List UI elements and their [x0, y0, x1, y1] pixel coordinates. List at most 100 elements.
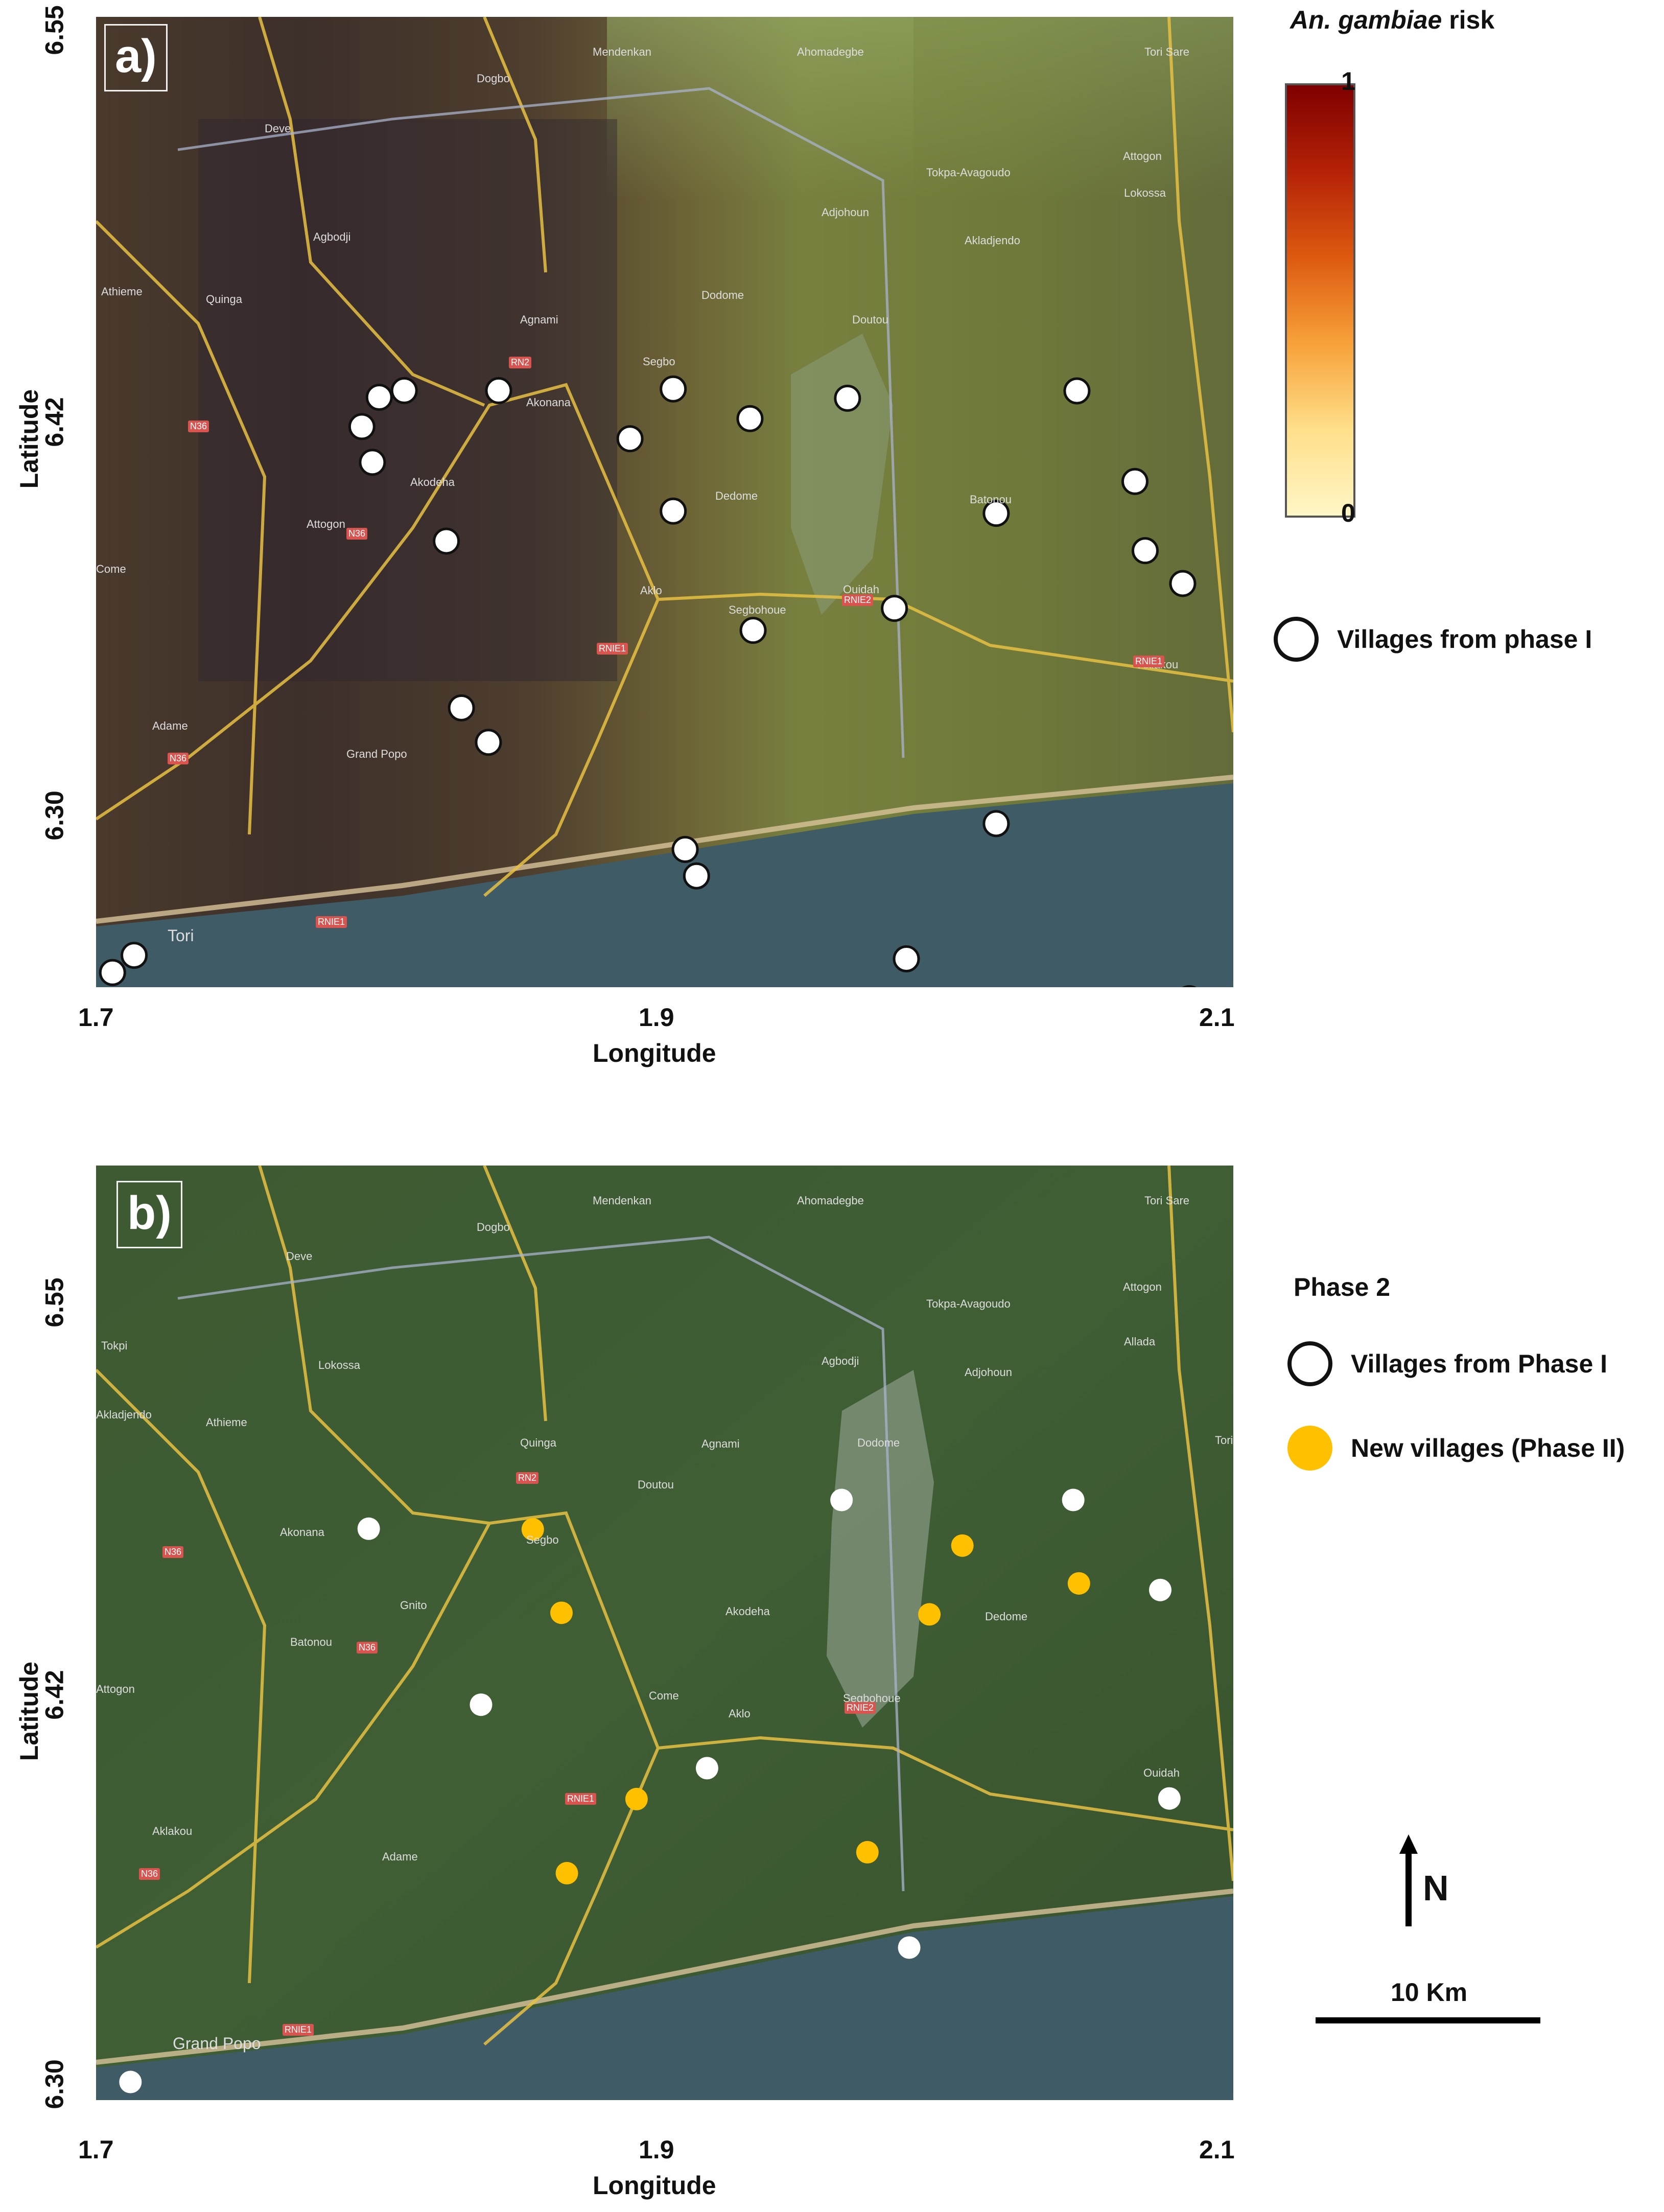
- village-marker-phase1: [433, 527, 460, 555]
- place-label: Tokpi: [101, 1339, 128, 1352]
- place-label: Akonana: [280, 1526, 324, 1539]
- village-marker-phase2: [951, 1534, 974, 1557]
- village-marker-phase1: [365, 383, 393, 411]
- place-label: Adame: [152, 719, 188, 732]
- village-marker-phase1: [1131, 537, 1159, 565]
- road-label: RN2: [516, 1472, 539, 1484]
- road-label: RNIE1: [597, 643, 628, 655]
- x-axis-title: Longitude: [593, 1039, 716, 1067]
- panel-label-b: b): [116, 1181, 182, 1248]
- x-tick: 1.7: [78, 2135, 114, 2164]
- place-label: Aklo: [640, 584, 662, 597]
- village-marker-phase1: [683, 862, 710, 890]
- village-marker-phase1: [660, 375, 687, 403]
- road-label: N36: [168, 753, 189, 764]
- place-label: Tokpa-Avagoudo: [926, 166, 1011, 179]
- village-marker-phase1: [834, 384, 861, 412]
- villages-layer-a: [99, 375, 1197, 987]
- x-tick: 2.1: [1199, 2135, 1235, 2164]
- place-label: Batonou: [290, 1636, 332, 1648]
- place-label: Aklakou: [152, 1825, 193, 1837]
- village-marker-phase1: [1169, 570, 1197, 597]
- legend-label: New villages (Phase II): [1351, 1434, 1625, 1462]
- panel-label-a: a): [104, 24, 168, 91]
- place-label: Allada: [1124, 1335, 1156, 1348]
- village-marker-phase1: [121, 942, 148, 969]
- place-label: Adjohoun: [822, 206, 869, 219]
- legend-item-phase1-b: Villages from Phase I: [1287, 1341, 1607, 1386]
- place-label: Athieme: [101, 285, 143, 298]
- village-marker-phase1: [1063, 377, 1091, 405]
- place-label: Gnito: [400, 1599, 427, 1612]
- place-label: Athieme: [206, 1416, 247, 1429]
- y-tick: 6.55: [40, 1277, 69, 1328]
- village-marker-phase2: [918, 1603, 941, 1626]
- road-label: RNIE2: [845, 1702, 876, 1714]
- road-label: N36: [139, 1868, 160, 1880]
- place-label: Agbodji: [822, 1355, 859, 1367]
- risk-map-a: [96, 17, 1233, 987]
- place-label: Tori Sare: [1144, 1194, 1190, 1207]
- place-label: Doutou: [638, 1478, 674, 1491]
- y-axis-title: Latitude: [15, 1661, 44, 1761]
- x-axis-title: Longitude: [593, 2171, 716, 2200]
- village-marker-phase1: [1149, 1578, 1171, 1601]
- place-label: Come: [649, 1689, 679, 1702]
- place-label: Grand Popo: [346, 748, 407, 760]
- colorbar-min-label: 0: [1341, 499, 1355, 527]
- y-tick: 6.30: [40, 790, 69, 841]
- village-marker-phase1: [1062, 1488, 1085, 1511]
- place-label: Attogon: [96, 1683, 135, 1695]
- place-label: Dodome: [701, 289, 744, 301]
- legend-label: Villages from Phase I: [1351, 1349, 1608, 1378]
- map-panel-a: Dogbo Mendenkan Ahomadegbe Tori Sare Dev…: [96, 17, 1233, 987]
- legend-label: Villages from phase I: [1337, 625, 1592, 654]
- place-label: Quinga: [206, 293, 242, 306]
- place-label: Akodeha: [725, 1605, 770, 1618]
- place-label: Ahomadegbe: [797, 45, 864, 58]
- village-marker-phase1: [736, 405, 764, 432]
- village-marker-phase1: [119, 2070, 142, 2093]
- village-marker-phase1: [982, 500, 1010, 527]
- road-label: RN2: [509, 357, 532, 368]
- place-label: Segbo: [643, 355, 675, 368]
- place-label: Agnami: [520, 313, 558, 326]
- scale-label: 10 Km: [1391, 1978, 1468, 2007]
- risk-legend-title: An. gambiae risk: [1290, 6, 1495, 34]
- place-label: Attogon: [1123, 1280, 1162, 1293]
- road-label: RNIE1: [1133, 656, 1165, 667]
- place-label: Akonana: [526, 396, 571, 409]
- road-label: N36: [162, 1546, 184, 1558]
- place-label: Come: [96, 563, 126, 575]
- village-marker-phase1: [485, 377, 512, 404]
- village-marker-phase1: [448, 694, 475, 721]
- village-marker-phase2: [625, 1787, 648, 1810]
- villages-layer-b: [119, 1488, 1181, 2093]
- village-marker-phase1: [359, 449, 386, 476]
- place-label: Tori Sare: [1144, 45, 1190, 58]
- village-marker-phase1: [671, 835, 699, 863]
- place-label: Dogbo: [477, 72, 510, 85]
- colorbar-max-label: 1: [1341, 67, 1355, 96]
- x-tick: 1.7: [78, 1003, 114, 1032]
- village-marker-phase1: [1158, 1787, 1181, 1810]
- legend-marker-yellow: [1287, 1426, 1332, 1471]
- satellite-map-b: [96, 1166, 1233, 2100]
- y-axis-title: Latitude: [15, 389, 44, 489]
- village-marker-phase1: [348, 413, 376, 440]
- place-label: Tori: [1215, 1434, 1233, 1447]
- road-label: RNIE2: [842, 594, 874, 606]
- place-label: Attogon: [307, 518, 345, 530]
- north-label: N: [1423, 1868, 1449, 1908]
- road-label: N36: [357, 1642, 378, 1654]
- village-marker-phase1: [830, 1488, 853, 1511]
- place-label: Batonou: [970, 493, 1012, 506]
- place-label: Akladjendo: [965, 234, 1020, 247]
- road-label: RNIE1: [316, 916, 347, 928]
- place-label: Quinga: [520, 1436, 556, 1449]
- place-label: Deve: [286, 1250, 313, 1263]
- village-marker-phase1: [695, 1757, 718, 1780]
- place-label: Tokpa-Avagoudo: [926, 1297, 1011, 1310]
- place-label: Lokossa: [1124, 187, 1166, 199]
- place-label: Dedome: [985, 1610, 1028, 1623]
